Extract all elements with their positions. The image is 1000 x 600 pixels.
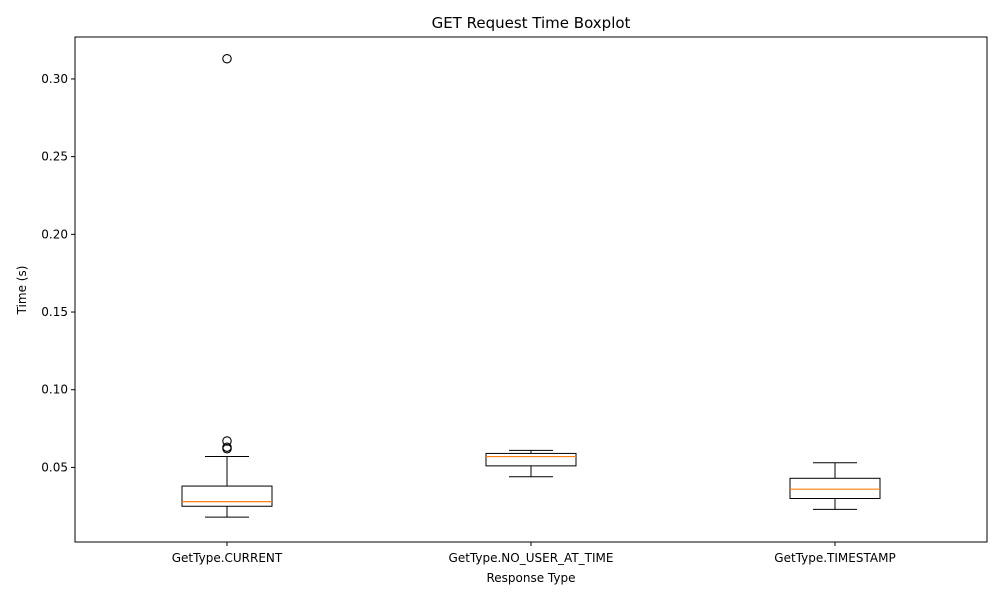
y-tick-label: 0.15 (41, 305, 68, 319)
plot-area: 0.05 0.10 0.15 0.20 0.25 0.30 GetType.CURRENT G… (41, 36, 988, 565)
outlier-point (222, 442, 232, 452)
box-iqr (485, 452, 577, 467)
box-iqr (181, 485, 273, 507)
y-tick-label: 0.30 (41, 72, 68, 86)
outlier-point (222, 436, 232, 446)
y-tick-label: 0.10 (41, 383, 68, 397)
chart-title: GET Request Time Boxplot (432, 14, 631, 32)
x-tick-label: GetType.NO_USER_AT_TIME (449, 551, 614, 565)
y-tick-label: 0.05 (41, 460, 68, 474)
y-tick-label: 0.25 (41, 150, 68, 164)
x-tick-label: GetType.CURRENT (172, 551, 283, 565)
x-axis-label: Response Type (486, 571, 575, 585)
y-axis-label: Time (s) (15, 266, 29, 316)
y-tick-label: 0.20 (41, 227, 68, 241)
box-iqr (789, 477, 881, 499)
x-tick-label: GetType.TIMESTAMP (774, 551, 895, 565)
outlier-point (222, 54, 232, 64)
